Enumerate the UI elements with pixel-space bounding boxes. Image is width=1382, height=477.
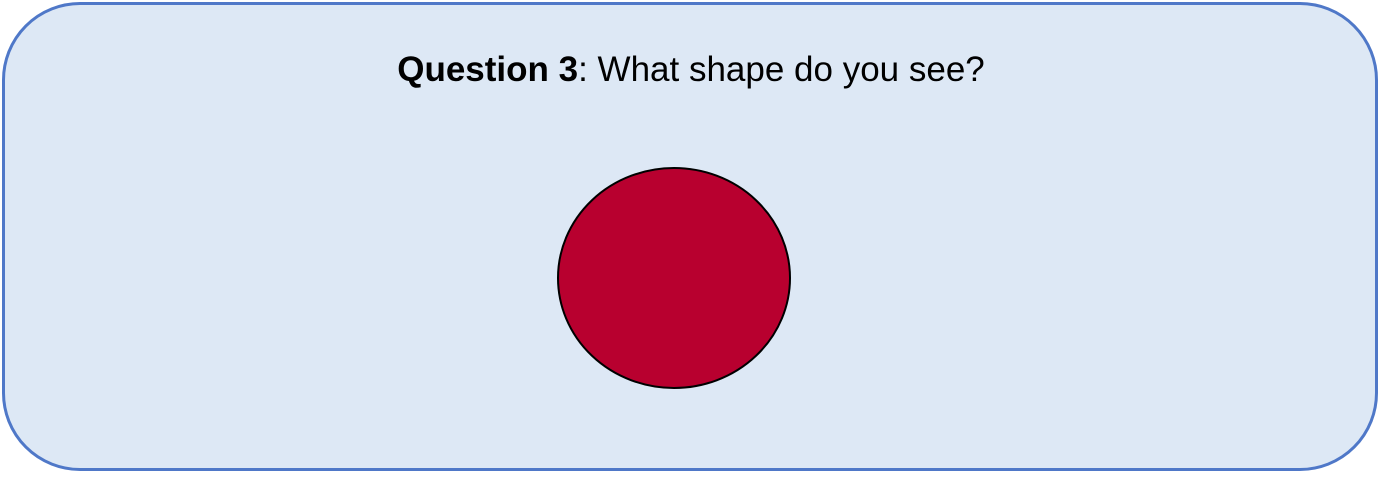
shape-svg — [556, 166, 792, 390]
red-circle-shape — [558, 168, 790, 388]
question-text: What shape do you see? — [588, 50, 985, 89]
shape-figure — [556, 166, 792, 390]
question-number: Question 3 — [397, 50, 578, 89]
question-separator: : — [578, 50, 588, 89]
question-prompt: Question 3: What shape do you see? — [0, 48, 1382, 92]
